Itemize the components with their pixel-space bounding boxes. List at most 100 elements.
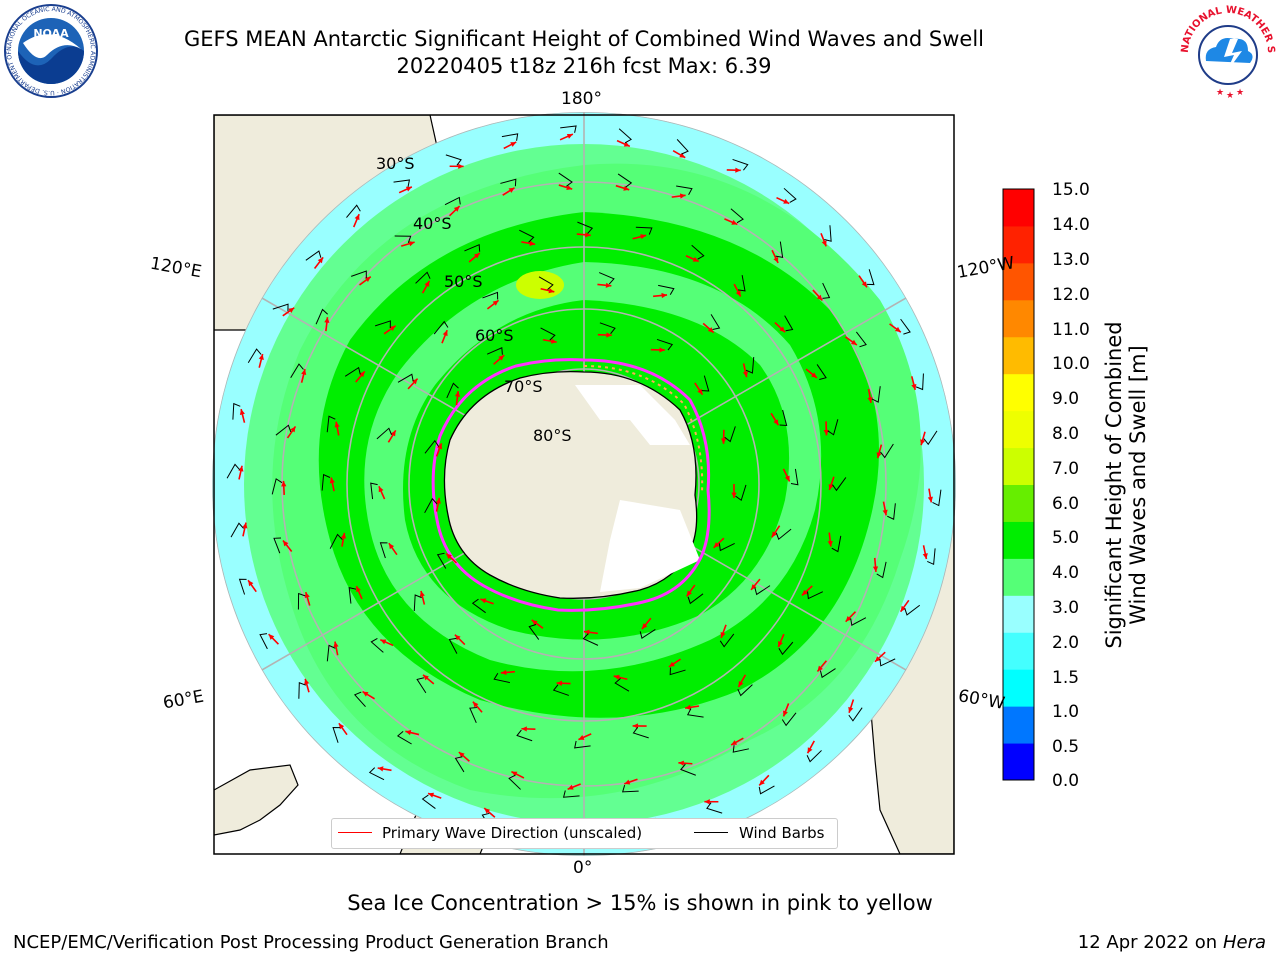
- wind-barb: [501, 133, 519, 141]
- wind-barb: [448, 637, 458, 654]
- wind-barb: [775, 241, 784, 259]
- wind-barb: [315, 308, 329, 325]
- wave-arrow-head: [773, 256, 779, 263]
- wave-arrow-head: [362, 691, 369, 697]
- wind-barb: [326, 415, 336, 433]
- wind-barb: [508, 774, 521, 790]
- colorbar-block: [1003, 299, 1034, 338]
- legend-wind-line: [694, 832, 728, 833]
- wind-barb: [599, 322, 616, 334]
- wind-barb: [433, 320, 449, 335]
- wind-barb: [374, 320, 391, 328]
- wave-arrow-head: [811, 372, 817, 378]
- wave-arrow-head: [707, 327, 714, 333]
- wave-arrow-head: [640, 234, 647, 240]
- colorbar-block: [1003, 373, 1034, 412]
- wind-barb: [368, 767, 385, 781]
- wave-arrow-head: [248, 580, 254, 587]
- wind-barb: [900, 318, 911, 335]
- lat-label-30s: 30°S: [376, 154, 415, 173]
- colorbar-tick: 4.0: [1052, 563, 1080, 583]
- wave-arrow-head: [807, 747, 813, 754]
- wind-barb: [848, 707, 863, 722]
- wind-barb: [718, 542, 735, 552]
- wave-arrow-head: [850, 339, 857, 346]
- colorbar-block: [1003, 521, 1034, 559]
- wind-barb: [732, 745, 749, 753]
- footer-date: 12 Apr 2022 on Hera: [1078, 932, 1266, 953]
- wave-arrow-head: [508, 187, 515, 193]
- wind-barb: [353, 691, 366, 708]
- colorbar-tick: 6.0: [1052, 494, 1080, 514]
- wind-barb: [232, 402, 241, 420]
- wind-barb: [819, 668, 836, 679]
- wind-barb: [344, 366, 361, 377]
- wave-arrow-head: [453, 206, 460, 212]
- wave-arrow-head: [659, 347, 665, 353]
- wave-arrow-head: [585, 232, 591, 238]
- wind-barb: [724, 426, 736, 443]
- wave-arrow-head: [632, 723, 639, 729]
- svg-text:★: ★: [1236, 88, 1244, 98]
- sea-ice-edge: [431, 358, 711, 612]
- wave-arrow-head: [713, 542, 720, 548]
- wind-barb: [346, 204, 361, 218]
- wind-barb: [500, 178, 517, 187]
- wave-arrow-head: [389, 325, 396, 332]
- wind-barb: [421, 794, 436, 809]
- wind-barb: [614, 678, 630, 692]
- wind-barb: [866, 269, 875, 286]
- wind-barb: [540, 327, 556, 341]
- sea-ice-orange-fringe: [583, 365, 704, 493]
- wave-arrow-head: [405, 186, 412, 192]
- wave-arrow-head: [454, 391, 461, 397]
- wind-barb: [710, 314, 721, 331]
- wave-arrow-head: [773, 419, 779, 426]
- wave-arrow-head: [423, 674, 429, 681]
- wave-arrow-head: [697, 388, 703, 395]
- wave-arrow-head: [390, 430, 396, 437]
- wave-arrow-head: [428, 792, 435, 798]
- colorbar-block: [1003, 336, 1034, 375]
- wind-barb: [552, 684, 569, 696]
- wave-arrow-head: [435, 497, 441, 504]
- wind-barb: [758, 785, 775, 795]
- wind-barb: [676, 139, 689, 155]
- wind-barb: [735, 484, 747, 502]
- wave-arrow-head: [419, 590, 425, 597]
- wave-arrow-head: [290, 426, 296, 433]
- footer-credit: NCEP/EMC/Verification Post Processing Pr…: [13, 932, 609, 953]
- colorbar-block: [1003, 262, 1034, 301]
- wave-arrow-head: [521, 726, 527, 732]
- map-frame: [213, 114, 955, 855]
- wind-barb: [680, 763, 696, 776]
- wind-barb: [259, 633, 268, 650]
- wind-barb: [348, 587, 357, 604]
- colorbar-tick: 0.0: [1052, 771, 1080, 791]
- wave-arrow-head: [388, 543, 395, 550]
- colorbar-title-line2: Wind Waves and Swell [m]: [1126, 345, 1150, 625]
- wave-arrow-head: [500, 669, 507, 676]
- wave-arrow-head: [845, 615, 852, 622]
- wind-barb: [719, 633, 735, 648]
- wave-arrow-head: [304, 678, 310, 685]
- wave-arrow-head: [282, 540, 289, 547]
- wind-barb: [932, 489, 942, 507]
- wind-barb: [807, 591, 824, 600]
- wave-arrow-head: [735, 167, 741, 173]
- wind-barb: [415, 271, 431, 284]
- wind-barb: [321, 473, 331, 491]
- wave-arrow-head: [498, 355, 505, 361]
- wave-arrow-head: [566, 133, 573, 139]
- wave-arrow-head: [424, 280, 430, 287]
- wave-arrow-head: [242, 522, 248, 529]
- wave-arrow-head: [783, 198, 790, 204]
- wind-barb: [538, 276, 554, 290]
- svg-text:★: ★: [1226, 91, 1234, 101]
- wind-barb: [424, 439, 440, 454]
- wave-arrow-head: [704, 799, 710, 805]
- colorbar-block: [1003, 410, 1034, 449]
- africa-landmass: [214, 764, 299, 836]
- wind-barb: [238, 578, 247, 595]
- wind-barb: [669, 667, 686, 676]
